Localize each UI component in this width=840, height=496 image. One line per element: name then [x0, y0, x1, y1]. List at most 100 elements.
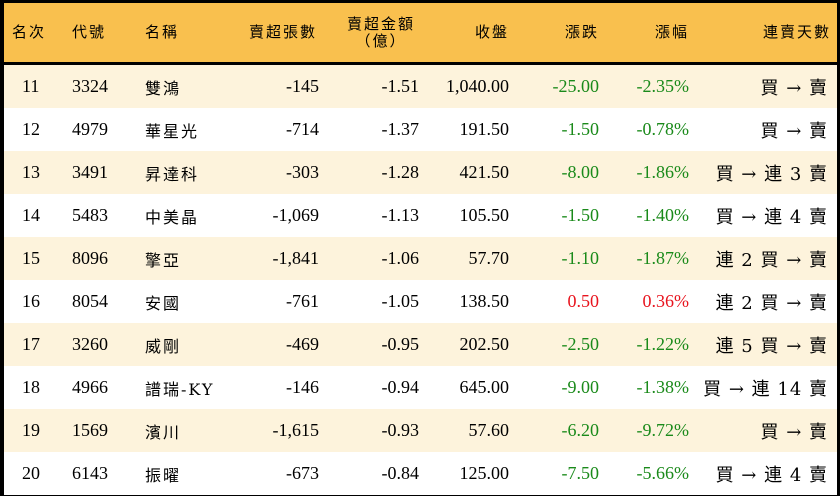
cell-rank: 13	[22, 162, 40, 182]
cell-net-sell-amount: -0.84	[381, 463, 420, 483]
cell-code: 6143	[72, 463, 108, 483]
cell-close: 57.70	[468, 248, 510, 268]
header-code: 代號	[72, 23, 107, 41]
header-net-sell-amount: 賣超金額 （億）	[340, 3, 422, 62]
cell-net-sell-lots: -1,841	[272, 248, 320, 268]
cell-name: 雙鴻	[145, 78, 182, 98]
table-row: 14 5483 中美晶 -1,069 -1.13 105.50 -1.50 -1…	[4, 194, 837, 237]
cell-change-pct: 0.36%	[642, 291, 690, 311]
cell-net-sell-lots: -145	[286, 76, 319, 96]
cell-name: 擎亞	[145, 250, 182, 270]
cell-net-sell-amount: -1.37	[381, 119, 420, 139]
cell-code: 3324	[72, 76, 108, 96]
cell-close: 191.50	[459, 119, 510, 139]
cell-net-sell-lots: -146	[286, 377, 319, 397]
table-row: 19 1569 濱川 -1,615 -0.93 57.60 -6.20 -9.7…	[4, 409, 837, 452]
cell-change-pct: -9.72%	[636, 420, 690, 440]
cell-net-sell-lots: -303	[286, 162, 319, 182]
cell-rank: 11	[22, 76, 40, 96]
header-net-sell-amount-label: 賣超金額	[346, 14, 415, 33]
cell-close: 105.50	[459, 205, 510, 225]
cell-net-sell-lots: -714	[286, 119, 319, 139]
cell-change: -2.50	[561, 334, 600, 354]
header-net-sell-lots: 賣超張數	[248, 23, 317, 41]
cell-change: -8.00	[561, 162, 600, 182]
cell-rank: 19	[22, 420, 40, 440]
cell-consecutive-days: 買 → 連 3 賣	[715, 163, 828, 185]
cell-change: -25.00	[552, 76, 600, 96]
cell-change-pct: -1.22%	[636, 334, 690, 354]
cell-consecutive-days: 買 → 賣	[760, 421, 828, 443]
cell-change-pct: -1.86%	[636, 162, 690, 182]
cell-net-sell-amount: -0.94	[381, 377, 420, 397]
cell-close: 645.00	[459, 377, 510, 397]
cell-change: -1.10	[561, 248, 600, 268]
cell-close: 421.50	[459, 162, 510, 182]
cell-code: 3491	[72, 162, 108, 182]
cell-close: 202.50	[459, 334, 510, 354]
cell-name: 昇達科	[145, 164, 200, 184]
table-row: 17 3260 威剛 -469 -0.95 202.50 -2.50 -1.22…	[4, 323, 837, 366]
cell-close: 138.50	[459, 291, 510, 311]
cell-net-sell-lots: -469	[286, 334, 319, 354]
header-name: 名稱	[145, 23, 180, 41]
cell-change-pct: -1.40%	[636, 205, 690, 225]
cell-code: 8096	[72, 248, 108, 268]
cell-consecutive-days: 連 5 買 → 賣	[715, 335, 828, 357]
header-net-sell-amount-unit: （億）	[355, 31, 407, 50]
cell-close: 1,040.00	[446, 76, 509, 96]
cell-net-sell-lots: -761	[286, 291, 319, 311]
cell-name: 華星光	[145, 121, 200, 141]
cell-close: 57.60	[468, 420, 510, 440]
cell-rank: 17	[22, 334, 40, 354]
cell-net-sell-lots: -673	[286, 463, 319, 483]
cell-consecutive-days: 買 → 賣	[760, 120, 828, 142]
cell-name: 安國	[145, 293, 182, 313]
header-close: 收盤	[474, 23, 509, 41]
cell-net-sell-amount: -1.13	[381, 205, 420, 225]
cell-name: 中美晶	[145, 207, 200, 227]
cell-change: -6.20	[561, 420, 600, 440]
cell-code: 4966	[72, 377, 108, 397]
header-consecutive-days: 連賣天數	[762, 23, 831, 41]
cell-change-pct: -2.35%	[636, 76, 690, 96]
cell-change-pct: -1.87%	[636, 248, 690, 268]
cell-change-pct: -0.78%	[636, 119, 690, 139]
table-row: 18 4966 譜瑞-KY -146 -0.94 645.00 -9.00 -1…	[4, 366, 837, 409]
cell-net-sell-amount: -0.93	[381, 420, 420, 440]
table-row: 13 3491 昇達科 -303 -1.28 421.50 -8.00 -1.8…	[4, 151, 837, 194]
cell-rank: 14	[22, 205, 40, 225]
cell-name: 濱川	[145, 422, 182, 442]
cell-change-pct: -1.38%	[636, 377, 690, 397]
header-change-pct: 漲幅	[654, 23, 689, 41]
cell-change: -1.50	[561, 205, 600, 225]
cell-code: 3260	[72, 334, 108, 354]
cell-change: -7.50	[561, 463, 600, 483]
cell-net-sell-lots: -1,615	[272, 420, 320, 440]
header-change: 漲跌	[564, 23, 599, 41]
table-row: 12 4979 華星光 -714 -1.37 191.50 -1.50 -0.7…	[4, 108, 837, 151]
table-row: 20 6143 振曜 -673 -0.84 125.00 -7.50 -5.66…	[4, 452, 837, 495]
cell-rank: 20	[22, 463, 40, 483]
cell-consecutive-days: 連 2 買 → 賣	[715, 249, 828, 271]
cell-net-sell-amount: -0.95	[381, 334, 420, 354]
cell-change: -1.50	[561, 119, 600, 139]
table-row: 15 8096 擎亞 -1,841 -1.06 57.70 -1.10 -1.8…	[4, 237, 837, 280]
cell-rank: 18	[22, 377, 40, 397]
cell-code: 5483	[72, 205, 108, 225]
cell-net-sell-amount: -1.05	[381, 291, 420, 311]
cell-change-pct: -5.66%	[636, 463, 690, 483]
cell-consecutive-days: 買 → 連 4 賣	[715, 206, 828, 228]
table-row: 11 3324 雙鴻 -145 -1.51 1,040.00 -25.00 -2…	[4, 65, 837, 108]
cell-rank: 12	[22, 119, 40, 139]
cell-name: 譜瑞-KY	[145, 379, 215, 399]
cell-name: 振曜	[145, 465, 182, 485]
header-rank: 名次	[12, 23, 47, 41]
cell-code: 4979	[72, 119, 108, 139]
cell-consecutive-days: 買 → 賣	[760, 77, 828, 99]
cell-code: 8054	[72, 291, 108, 311]
cell-rank: 16	[22, 291, 40, 311]
cell-net-sell-amount: -1.28	[381, 162, 420, 182]
table-row: 16 8054 安國 -761 -1.05 138.50 0.50 0.36% …	[4, 280, 837, 323]
